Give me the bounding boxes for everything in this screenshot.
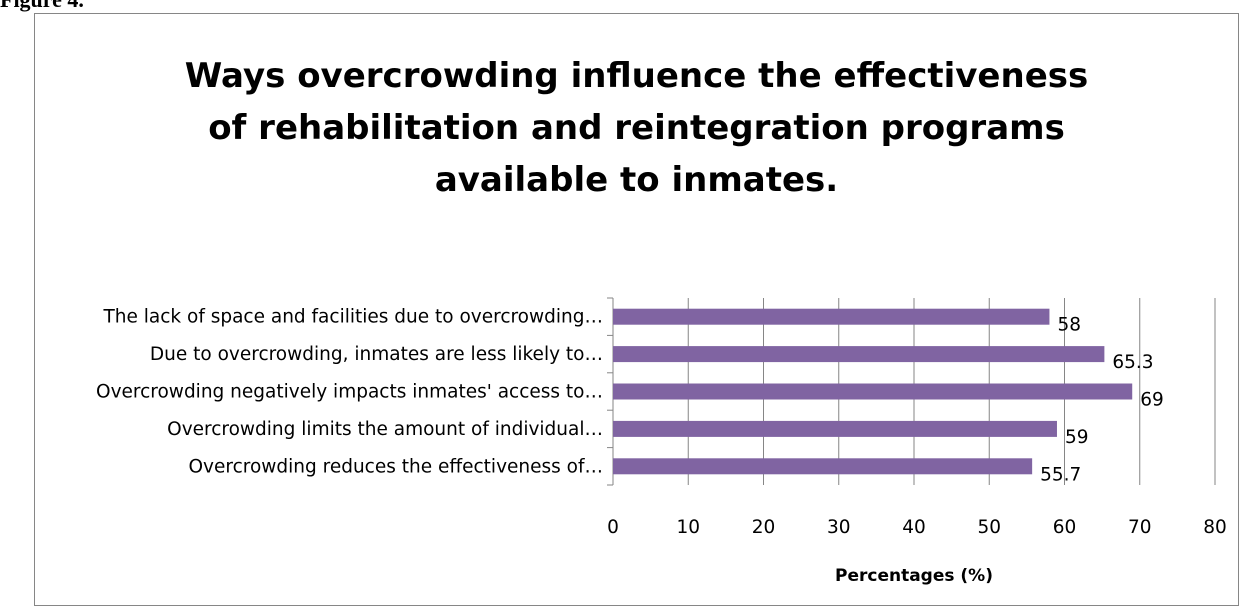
x-tick-label-80: 80 <box>1203 517 1227 538</box>
data-label-1: 58 <box>1057 315 1081 336</box>
category-label-2: Due to overcrowding, inmates are less li… <box>150 344 603 365</box>
figure-label: Figure 4. <box>0 0 84 13</box>
bar-5 <box>613 458 1033 475</box>
x-tick-label-50: 50 <box>977 517 1001 538</box>
category-label-3: Overcrowding negatively impacts inmates'… <box>96 382 603 403</box>
x-tick-label-20: 20 <box>752 517 776 538</box>
x-tick-label-70: 70 <box>1128 517 1152 538</box>
category-label-1: The lack of space and facilities due to … <box>102 307 603 328</box>
bar-4 <box>613 420 1057 437</box>
bar-3 <box>613 383 1133 400</box>
chart-title-line-3: available to inmates. <box>434 160 839 200</box>
chart-title-line-2: of rehabilitation and reintegration prog… <box>208 108 1065 148</box>
x-tick-label-0: 0 <box>607 517 619 538</box>
data-label-2: 65.3 <box>1112 352 1153 373</box>
chart-title-line-1: Ways overcrowding influence the effectiv… <box>184 56 1089 96</box>
x-tick-label-30: 30 <box>827 517 851 538</box>
category-label-5: Overcrowding reduces the effectiveness o… <box>188 456 603 477</box>
x-tick-label-10: 10 <box>676 517 700 538</box>
x-tick-label-40: 40 <box>902 517 926 538</box>
chart-title: Ways overcrowding influence the effectiv… <box>34 50 1239 206</box>
data-label-4: 59 <box>1065 427 1089 448</box>
x-axis-title: Percentages (%) <box>835 566 993 586</box>
data-label-3: 69 <box>1140 390 1164 411</box>
bar-1 <box>613 308 1050 325</box>
category-label-4: Overcrowding limits the amount of indivi… <box>167 419 603 440</box>
x-tick-label-60: 60 <box>1053 517 1077 538</box>
data-label-5: 55.7 <box>1040 464 1081 485</box>
bar-2 <box>613 346 1105 363</box>
